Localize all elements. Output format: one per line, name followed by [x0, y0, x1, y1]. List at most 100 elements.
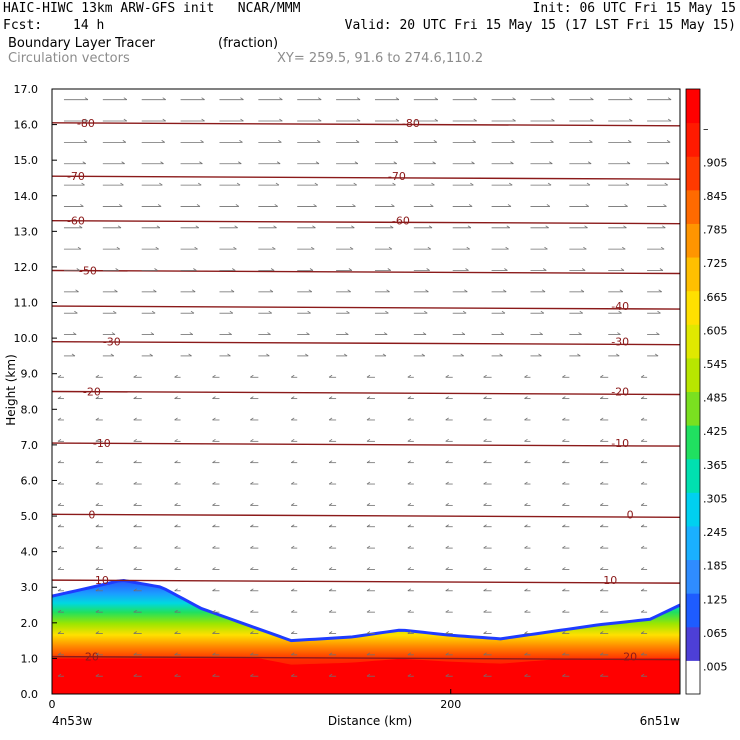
wind-vector-head	[123, 97, 128, 101]
wind-vector-head	[317, 118, 322, 122]
contour-line	[51, 340, 681, 346]
wind-vector-head	[120, 182, 124, 186]
wind-vector-head	[230, 289, 235, 293]
x-start-label: 4n53w	[52, 714, 93, 728]
wind-vector-head	[506, 225, 511, 229]
wind-vector-head	[150, 332, 155, 335]
wind-vector-head	[250, 396, 254, 399]
wind-vector-head	[422, 332, 427, 335]
wind-vector-head	[228, 332, 232, 335]
wind-vector-head	[407, 609, 412, 613]
wind-vector-head	[473, 118, 477, 122]
wind-vector-head	[640, 503, 645, 506]
wind-vector-head	[269, 289, 274, 293]
wind-vector-head	[162, 97, 166, 101]
wind-vector-head	[407, 545, 412, 549]
wind-vector-head	[250, 631, 254, 634]
wind-vector-head	[266, 353, 270, 357]
wind-vector-head	[95, 503, 100, 506]
y-tick-label: 8.0	[21, 403, 39, 416]
wind-vector-head	[589, 140, 593, 143]
contour-label: -10	[611, 437, 629, 450]
wind-vector-head	[426, 268, 430, 271]
colorbar-swatch	[686, 357, 700, 392]
wind-vector-head	[290, 438, 295, 442]
wind-vector-head	[392, 182, 396, 186]
wind-vector-head	[433, 140, 438, 143]
wind-vector-head	[366, 609, 371, 613]
wind-vector-head	[328, 460, 333, 464]
contour-label: -60	[67, 215, 85, 228]
wind-vector-head	[274, 204, 278, 207]
contour-label: 0	[88, 508, 95, 521]
wind-vector-head	[95, 396, 100, 399]
wind-vector-head	[579, 310, 583, 314]
colorbar-swatch	[686, 324, 700, 359]
wind-vector-head	[600, 609, 604, 613]
wind-vector-head	[511, 140, 515, 143]
wind-vector-head	[470, 182, 474, 186]
wind-vector-head	[57, 438, 62, 442]
colorbar-swatch	[686, 660, 700, 695]
wind-vector-head	[445, 417, 449, 421]
wind-vector-head	[445, 524, 449, 528]
wind-vector-head	[434, 97, 439, 101]
contour-label: -80	[402, 117, 420, 130]
contour-line	[51, 579, 681, 584]
wind-vector-head	[524, 460, 528, 464]
wind-vector-head	[625, 182, 630, 186]
wind-vector-head	[466, 246, 470, 250]
wind-vector-head	[541, 289, 546, 293]
wind-vector-head	[551, 97, 555, 101]
wind-vector-head	[240, 97, 244, 101]
colorbar-label: .485	[703, 392, 728, 405]
wind-vector-head	[562, 631, 566, 634]
wind-vector-head	[600, 652, 604, 656]
wind-vector-head	[133, 396, 137, 399]
wind-vector-head	[191, 289, 196, 293]
wind-vector-head	[328, 545, 333, 549]
wind-vector-head	[654, 353, 659, 357]
colorbar-label: .005	[703, 660, 728, 673]
wind-vector-head	[250, 567, 254, 570]
wind-vector-head	[212, 588, 216, 592]
wind-vector-head	[407, 438, 412, 442]
colorbar-label: –	[703, 123, 709, 136]
wind-vector-head	[355, 140, 360, 143]
wind-vector-head	[116, 246, 121, 250]
wind-vector-head	[250, 417, 254, 421]
wind-vector-head	[232, 268, 236, 271]
wind-vector-head	[445, 396, 449, 399]
wind-vector-head	[664, 182, 668, 186]
wind-vector-head	[328, 524, 333, 528]
contour-line	[51, 122, 681, 127]
wind-vector-head	[161, 140, 165, 143]
wind-vector-head	[212, 524, 216, 528]
colorbar-label: .365	[703, 459, 728, 472]
wind-vector-head	[623, 225, 627, 229]
wind-vector-head	[425, 289, 429, 293]
contour-label: -20	[611, 386, 629, 399]
wind-vector-head	[349, 246, 354, 250]
wind-vector-head	[473, 97, 477, 101]
wind-vector-head	[626, 161, 631, 165]
wind-vector-head	[95, 567, 100, 570]
wind-vector-head	[160, 161, 164, 165]
wind-vector-head	[424, 310, 428, 314]
wind-vector-head	[385, 310, 389, 314]
wind-vector-head	[500, 332, 505, 335]
wind-vector-head	[407, 631, 412, 634]
wind-vector-head	[505, 246, 509, 250]
wind-vector-head	[600, 438, 604, 442]
contour-label: -30	[103, 336, 121, 349]
wind-vector-head	[328, 503, 333, 506]
wind-vector-head	[445, 460, 449, 464]
wind-vector-head	[201, 118, 205, 122]
wind-vector-head	[407, 652, 412, 656]
wind-vector-head	[57, 545, 62, 549]
wind-vector-head	[200, 140, 204, 143]
wind-vector-head	[600, 396, 604, 399]
wind-vector-head	[229, 310, 234, 314]
colorbar-swatch	[686, 89, 700, 124]
wind-vector-head	[212, 396, 216, 399]
